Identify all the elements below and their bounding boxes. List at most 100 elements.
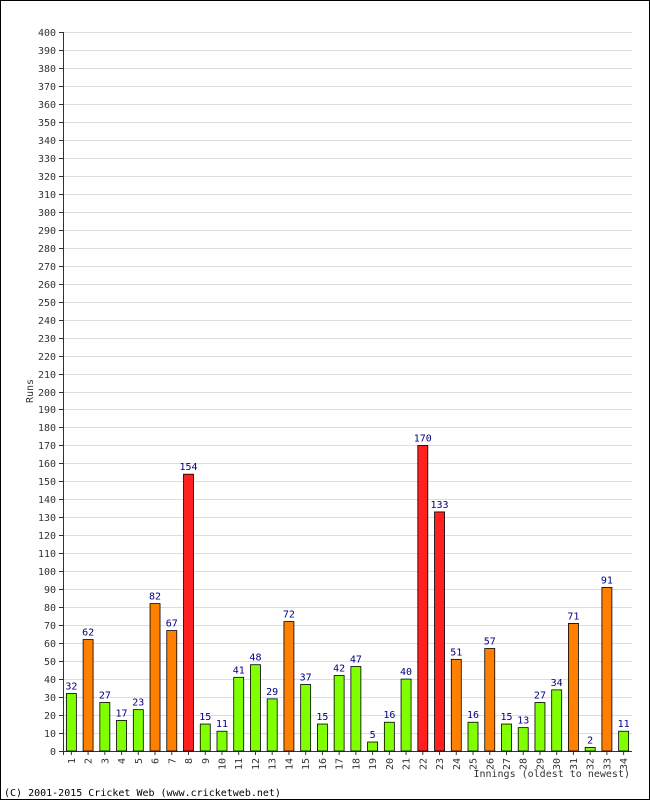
bar-innings-13 — [266, 698, 278, 752]
value-label: 16 — [383, 710, 395, 721]
x-tick-label: 3 — [100, 758, 111, 764]
value-label: 5 — [370, 730, 376, 741]
value-labels: 32 62 27 17 23 82 67 154 15 11 41 48 29 72 37 15 42 47 5 16… — [65, 433, 629, 746]
y-tick-label: 270 — [38, 262, 56, 273]
y-tick-label: 80 — [44, 603, 56, 614]
x-tick-label: 4 — [117, 758, 128, 764]
x-tick-label: 7 — [167, 758, 178, 764]
x-tick-label: 14 — [284, 758, 295, 770]
y-tick-label: 50 — [44, 657, 56, 668]
y-tick-label: 100 — [38, 567, 56, 578]
y-tick-label: 40 — [44, 675, 56, 686]
bar-innings-29 — [534, 702, 546, 752]
bar-innings-14 — [283, 621, 295, 752]
y-tick-label: 10 — [44, 729, 56, 740]
bar-innings-3 — [99, 702, 111, 752]
x-tick-label: 15 — [301, 758, 312, 770]
value-label: 2 — [587, 735, 593, 746]
gridlines — [59, 32, 632, 755]
x-tick-label: 31 — [569, 758, 580, 770]
x-tick-label: 21 — [402, 758, 413, 770]
y-tick-label: 140 — [38, 495, 56, 506]
y-tick-label: 320 — [38, 172, 56, 183]
y-tick-label: 110 — [38, 549, 56, 560]
y-tick-label: 280 — [38, 244, 56, 255]
value-label: 67 — [166, 619, 178, 630]
bars — [65, 445, 630, 752]
value-label: 170 — [414, 433, 432, 444]
bar-innings-33 — [601, 587, 613, 752]
x-tick-label: 18 — [351, 758, 362, 770]
value-label: 27 — [99, 690, 111, 701]
bar-innings-18 — [350, 666, 362, 752]
bar-innings-30 — [551, 689, 563, 752]
value-label: 57 — [484, 637, 496, 648]
y-tick-label: 30 — [44, 693, 56, 704]
x-tick-label: 29 — [535, 758, 546, 770]
y-tick-label: 350 — [38, 118, 56, 129]
x-tick-label: 19 — [368, 758, 379, 770]
bar-innings-9 — [199, 723, 211, 752]
value-label: 29 — [266, 687, 278, 698]
y-tick-label: 90 — [44, 585, 56, 596]
x-tick-label: 2 — [84, 758, 95, 764]
x-tick-label: 16 — [318, 758, 329, 770]
x-tick-label: 10 — [217, 758, 228, 770]
y-tick-label: 240 — [38, 316, 56, 327]
x-tick-label: 6 — [151, 758, 162, 764]
x-tick-label: 20 — [385, 758, 396, 770]
value-label: 154 — [179, 462, 197, 473]
x-tick-label: 30 — [552, 758, 563, 770]
value-label: 48 — [249, 653, 261, 664]
bar-innings-20 — [383, 721, 395, 752]
x-tick-label: 13 — [268, 758, 279, 770]
bar-innings-5 — [132, 709, 144, 752]
y-tick-label: 370 — [38, 82, 56, 93]
bar-innings-11 — [233, 676, 245, 752]
y-tick-label: 120 — [38, 531, 56, 542]
value-label: 34 — [551, 678, 563, 689]
y-tick-label: 300 — [38, 208, 56, 219]
bar-innings-21 — [400, 678, 412, 752]
value-label: 15 — [316, 712, 328, 723]
bar-innings-32 — [584, 747, 596, 752]
bar-innings-25 — [467, 721, 479, 752]
x-tick-label: 12 — [251, 758, 262, 770]
y-tick-label: 310 — [38, 190, 56, 201]
x-tick-label: 11 — [234, 758, 245, 770]
value-label: 47 — [350, 655, 362, 666]
value-label: 71 — [567, 611, 579, 622]
y-tick-label: 200 — [38, 388, 56, 399]
y-tick-label: 190 — [38, 405, 56, 416]
value-label: 15 — [500, 712, 512, 723]
value-label: 16 — [467, 710, 479, 721]
bar-innings-17 — [333, 675, 345, 752]
x-tick-label: 17 — [335, 758, 346, 770]
x-tick-label: 22 — [418, 758, 429, 770]
x-tick-label: 27 — [502, 758, 513, 770]
value-label: 62 — [82, 628, 94, 639]
y-tick-label: 20 — [44, 711, 56, 722]
y-tick-label: 340 — [38, 136, 56, 147]
value-label: 17 — [116, 708, 128, 719]
bar-innings-1 — [65, 693, 77, 752]
value-label: 91 — [601, 575, 613, 586]
x-axis-title: Innings (oldest to newest) — [473, 769, 630, 780]
y-tick-label: 160 — [38, 459, 56, 470]
y-tick-label: 0 — [50, 747, 56, 758]
y-tick-label: 330 — [38, 154, 56, 165]
bar-innings-7 — [166, 630, 178, 752]
bar-innings-28 — [517, 727, 529, 752]
y-tick-label: 400 — [38, 28, 56, 39]
y-tick-label: 230 — [38, 334, 56, 345]
x-tick-label: 26 — [485, 758, 496, 770]
y-tick-label: 170 — [38, 441, 56, 452]
bar-innings-6 — [149, 603, 161, 752]
x-tick-label: 1 — [67, 758, 78, 764]
value-label: 40 — [400, 667, 412, 678]
x-tick-label: 34 — [619, 758, 630, 770]
bar-innings-31 — [568, 622, 579, 752]
y-tick-label: 260 — [38, 280, 56, 291]
x-tick-label: 5 — [134, 758, 145, 764]
